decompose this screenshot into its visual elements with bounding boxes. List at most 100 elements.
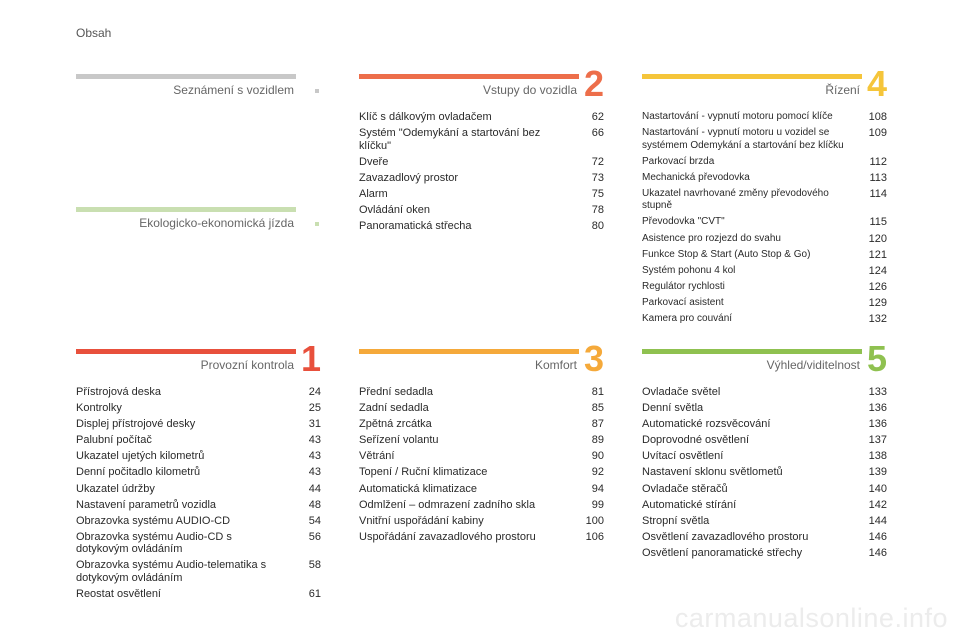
toc-entry[interactable]: Obrazovka systému Audio-telematika s dot… <box>76 559 321 584</box>
toc-entry[interactable]: Topení / Ruční klimatizace 92 <box>359 466 604 479</box>
toc-entry[interactable]: Uvítací osvětlení 138 <box>642 450 887 463</box>
toc-entry-page: 144 <box>868 514 887 527</box>
toc-entry[interactable]: Regulátor rychlosti 126 <box>642 281 887 294</box>
toc-entry-title: Doprovodné osvětlení <box>642 434 750 447</box>
toc-entry[interactable]: Denní světla 136 <box>642 402 887 415</box>
section-number: 2 <box>583 63 604 104</box>
toc-entry[interactable]: Parkovací brzda 112 <box>642 156 887 169</box>
toc-entry[interactable]: Automatické rozsvěcování 136 <box>642 418 887 431</box>
toc-entry[interactable]: Displej přístrojové desky 31 <box>76 418 321 431</box>
toc-entry[interactable]: Systém "Odemykání a startování bez klíčk… <box>359 127 604 152</box>
toc-entry[interactable]: Parkovací asistent 129 <box>642 297 887 310</box>
toc-entry-page: 48 <box>308 498 321 511</box>
toc-entry[interactable]: Zpětná zrcátka 87 <box>359 418 604 431</box>
toc-entry[interactable]: Zadní sedadla 85 <box>359 402 604 415</box>
toc-entry-page: 78 <box>591 203 604 216</box>
toc-entry-title: Palubní počítač <box>76 434 152 447</box>
toc-entry-title: Odmlžení – odmrazení zadního skla <box>359 498 536 511</box>
toc-entry[interactable]: Osvětlení panoramatické střechy 146 <box>642 547 887 560</box>
toc-entry[interactable]: Přední sedadla 81 <box>359 386 604 399</box>
toc-entry[interactable]: Denní počitadlo kilometrů 43 <box>76 466 321 479</box>
toc-entry[interactable]: Uspořádání zavazadlového prostoru 106 <box>359 531 604 544</box>
toc-entry[interactable]: Nastavení parametrů vozidla 48 <box>76 499 321 512</box>
toc-entry[interactable]: Ovládání oken 78 <box>359 204 604 217</box>
toc-entry-page: 62 <box>591 111 604 123</box>
toc-entry-title: Systém "Odemykání a startování bez klíčk… <box>359 127 541 152</box>
toc-entry-title: Kontrolky <box>76 402 122 415</box>
toc-entry[interactable]: Obrazovka systému Audio-CD s dotykovým o… <box>76 531 321 556</box>
toc-entry-title: Asistence pro rozjezd do svahu <box>642 232 781 244</box>
toc-entry[interactable]: Ukazatel navrhované změny převodového st… <box>642 188 887 213</box>
toc-entry-page: 85 <box>591 402 604 415</box>
toc-entry[interactable]: Automatická klimatizace 94 <box>359 483 604 496</box>
toc-entry-title: Přístrojová deska <box>76 386 161 398</box>
toc-entry[interactable]: Asistence pro rozjezd do svahu 120 <box>642 233 887 246</box>
toc-entry[interactable]: Nastartování - vypnutí motoru pomocí klí… <box>642 111 887 124</box>
toc-entry-title: Ovladače světel <box>642 386 721 398</box>
toc-entry-page: 146 <box>868 546 887 559</box>
toc-entry[interactable]: Kontrolky 25 <box>76 402 321 415</box>
toc-entry-title: Automatická klimatizace <box>359 482 477 495</box>
toc-entry[interactable]: Klíč s dálkovým ovladačem 62 <box>359 111 604 124</box>
toc-entry[interactable]: Panoramatická střecha 80 <box>359 220 604 233</box>
toc-entry[interactable]: Přístrojová deska 24 <box>76 386 321 399</box>
toc-entry-title: Systém pohonu 4 kol <box>642 264 736 276</box>
toc-entry[interactable]: Vnitřní uspořádání kabiny 100 <box>359 515 604 528</box>
toc-entry[interactable]: Doprovodné osvětlení 137 <box>642 434 887 447</box>
toc-entry[interactable]: Ukazatel ujetých kilometrů 43 <box>76 450 321 463</box>
toc-entry[interactable]: Funkce Stop & Start (Auto Stop & Go) 121 <box>642 249 887 262</box>
toc-entry-page: 54 <box>308 514 321 527</box>
toc-entry-page: 146 <box>868 530 887 543</box>
section-number: 1 <box>300 338 321 379</box>
toc-entry-title: Zavazadlový prostor <box>359 171 459 184</box>
toc-entry-page: 92 <box>591 466 604 479</box>
toc-entry-page: 100 <box>585 514 604 527</box>
toc-entry-title: Osvětlení zavazadlového prostoru <box>642 530 809 543</box>
toc-entry[interactable]: Kamera pro couvání 132 <box>642 313 887 326</box>
toc-entry-page: 72 <box>591 155 604 168</box>
toc-entry[interactable]: Palubní počítač 43 <box>76 434 321 447</box>
toc-entry-title: Uvítací osvětlení <box>642 450 724 463</box>
toc-entry-page: 87 <box>591 418 604 431</box>
section-bar <box>642 74 862 79</box>
toc-entry[interactable]: Systém pohonu 4 kol 124 <box>642 265 887 278</box>
toc-entry[interactable]: Reostat osvětlení 61 <box>76 588 321 601</box>
toc-entry[interactable]: Seřízení volantu 89 <box>359 434 604 447</box>
toc-entry-title: Seřízení volantu <box>359 434 439 447</box>
toc-entry[interactable]: Nastartování - vypnutí motoru u vozidel … <box>642 127 887 152</box>
toc-entry-page: 126 <box>868 280 887 293</box>
section-number: 3 <box>583 338 604 379</box>
toc-entry-title: Uspořádání zavazadlového prostoru <box>359 530 536 543</box>
toc-entry[interactable]: Převodovka "CVT" 115 <box>642 216 887 229</box>
section-title: Ekologicko-ekonomická jízda <box>139 216 294 230</box>
toc-entry-page: 25 <box>308 402 321 415</box>
section-title: Seznámení s vozidlem <box>173 83 294 97</box>
toc-entry-page: 124 <box>868 264 887 277</box>
toc-entry[interactable]: Automatické stírání 142 <box>642 499 887 512</box>
toc-entry[interactable]: Alarm 75 <box>359 188 604 201</box>
toc-entry[interactable]: Ukazatel údržby 44 <box>76 483 321 496</box>
toc-entry-page: 43 <box>308 450 321 463</box>
toc-entry-title: Ukazatel navrhované změny převodového st… <box>642 187 829 212</box>
toc-entry[interactable]: Ovladače stěračů 140 <box>642 483 887 496</box>
toc-entry[interactable]: Dveře 72 <box>359 156 604 169</box>
toc-entry-title: Nastartování - vypnutí motoru u vozidel … <box>642 127 844 151</box>
toc-entry[interactable]: Nastavení sklonu světlometů 139 <box>642 466 887 479</box>
toc-entry[interactable]: Obrazovka systému AUDIO-CD 54 <box>76 515 321 528</box>
toc-entry-page: 61 <box>308 588 321 601</box>
toc-entry-page: 139 <box>868 466 887 479</box>
toc-entry-title: Denní počitadlo kilometrů <box>76 466 201 479</box>
toc-entry-title: Osvětlení panoramatické střechy <box>642 546 803 559</box>
toc-entry-page: 43 <box>308 466 321 479</box>
toc-entry-page: 120 <box>868 232 887 245</box>
toc-entry[interactable]: Větrání 90 <box>359 450 604 463</box>
toc-entry[interactable]: Ovladače světel 133 <box>642 386 887 399</box>
toc-entry[interactable]: Stropní světla 144 <box>642 515 887 528</box>
toc-entry[interactable]: Odmlžení – odmrazení zadního skla 99 <box>359 499 604 512</box>
toc-entry[interactable]: Osvětlení zavazadlového prostoru 146 <box>642 531 887 544</box>
toc-entry[interactable]: Mechanická převodovka 113 <box>642 172 887 185</box>
toc-entry-title: Ukazatel ujetých kilometrů <box>76 450 205 463</box>
toc-entry[interactable]: Zavazadlový prostor 73 <box>359 172 604 185</box>
toc-entry-title: Nastavení sklonu světlometů <box>642 466 783 479</box>
page-label: Obsah <box>76 26 112 40</box>
